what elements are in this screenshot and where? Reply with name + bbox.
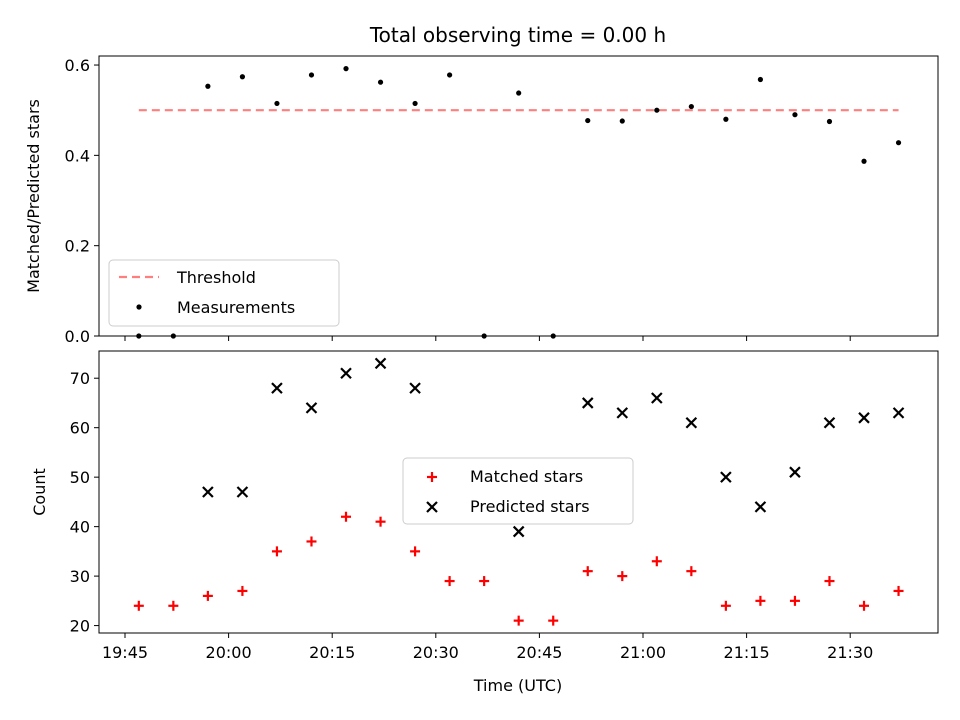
- matched-stars-point: [651, 556, 662, 567]
- predicted-stars-point: [409, 382, 421, 394]
- x-tick-label: 21:00: [620, 643, 666, 662]
- bottom-y-tick-label: 20: [70, 617, 90, 636]
- measurement-point: [688, 103, 694, 110]
- predicted-stars-point: [616, 407, 629, 419]
- legend-threshold-label: Threshold: [176, 268, 256, 287]
- predicted-stars-point: [236, 486, 249, 498]
- matched-stars-point: [341, 511, 352, 522]
- bottom-y-tick-label: 50: [70, 468, 90, 487]
- matched-stars-point: [617, 571, 628, 582]
- predicted-stars-point: [823, 416, 836, 429]
- measurement-point: [826, 118, 833, 125]
- measurement-point: [343, 66, 349, 72]
- top-y-axis-label: Matched/Predicted stars: [24, 99, 43, 293]
- predicted-stars-point: [892, 407, 905, 419]
- matched-stars-point: [548, 615, 559, 626]
- legend-matched-marker: [427, 472, 437, 482]
- measurement-point: [274, 100, 280, 107]
- measurement-point: [308, 72, 315, 78]
- measurement-point: [792, 112, 798, 118]
- matched-stars-point: [789, 595, 800, 606]
- predicted-stars-point: [340, 367, 352, 380]
- predicted-stars-point: [202, 486, 214, 498]
- x-tick-label: 21:30: [827, 643, 873, 662]
- top-legend: Threshold Measurements: [108, 259, 340, 327]
- predicted-stars-point: [305, 402, 318, 414]
- matched-stars-point: [306, 536, 317, 547]
- matched-stars-point: [202, 590, 213, 601]
- matched-stars-point: [720, 600, 731, 611]
- predicted-stars-point: [789, 466, 801, 478]
- chart-title: Total observing time = 0.00 h: [369, 23, 666, 47]
- predicted-stars-point: [271, 382, 283, 394]
- top-y-tick-label: 0.6: [65, 56, 90, 75]
- measurement-point: [205, 83, 211, 89]
- matched-stars-point: [686, 566, 697, 577]
- predicted-stars-point: [374, 357, 387, 370]
- x-tick-label: 20:45: [516, 643, 562, 662]
- bottom-y-tick-label: 40: [70, 518, 90, 537]
- predicted-stars-point: [512, 525, 525, 538]
- matched-stars-point: [271, 546, 282, 557]
- matched-stars-point: [582, 566, 593, 577]
- matched-stars-point: [410, 546, 421, 557]
- legend-predicted-marker: [426, 501, 438, 513]
- measurement-point: [895, 140, 902, 146]
- x-tick-label: 21:15: [724, 643, 770, 662]
- x-tick-label: 19:45: [102, 643, 148, 662]
- legend-matched-label: Matched stars: [470, 467, 583, 486]
- top-y-tick-label: 0.0: [65, 327, 90, 346]
- bottom-y-tick-label: 60: [70, 419, 90, 438]
- legend-predicted-label: Predicted stars: [470, 497, 590, 516]
- top-panel-frame: [98, 55, 939, 337]
- bottom-legend-box: [402, 457, 634, 525]
- matched-stars-point: [168, 600, 179, 611]
- matched-stars-point: [755, 595, 766, 606]
- predicted-stars-point: [754, 501, 767, 513]
- bottom-y-axis-label: Count: [30, 468, 49, 516]
- measurement-point: [447, 72, 453, 78]
- matched-stars-point: [479, 576, 490, 587]
- measurement-point: [239, 74, 246, 80]
- measurement-point: [861, 158, 867, 164]
- predicted-stars-point: [685, 416, 698, 429]
- legend-measurements-label: Measurements: [177, 298, 295, 317]
- top-panel: 0.0 0.2 0.4 0.6 Matched/Predicted stars Thr…: [24, 55, 939, 346]
- legend-measurements-marker: [136, 304, 142, 310]
- x-tick-label: 20:15: [309, 643, 355, 662]
- measurement-point: [585, 117, 591, 124]
- matched-stars-point: [375, 516, 386, 527]
- matched-stars-point: [133, 600, 144, 611]
- measurement-point: [757, 76, 764, 83]
- matched-stars-point: [859, 600, 870, 611]
- measurement-point: [516, 90, 522, 96]
- measurement-point: [654, 107, 660, 113]
- predicted-stars-point: [581, 397, 594, 409]
- top-y-tick-label: 0.4: [65, 146, 90, 165]
- measurement-point: [377, 79, 384, 85]
- x-tick-label: 20:30: [413, 643, 459, 662]
- measurement-point: [619, 118, 625, 124]
- bottom-legend: Matched stars Predicted stars: [402, 457, 634, 525]
- predicted-stars-point: [720, 471, 732, 483]
- bottom-panel: 20 30 40 50 60 70 19:45 20:00 20:15 20:30 20:45 21:…: [30, 350, 939, 695]
- measurement-point: [723, 116, 729, 122]
- matched-stars-point: [513, 615, 524, 626]
- matched-stars-point: [824, 576, 835, 587]
- measurement-point: [412, 100, 418, 107]
- predicted-stars-point: [651, 392, 663, 404]
- matched-stars-point: [444, 576, 455, 587]
- bottom-y-tick-label: 70: [70, 369, 90, 388]
- predicted-stars-point: [858, 412, 870, 424]
- x-axis-label: Time (UTC): [473, 676, 562, 695]
- matched-stars-point: [237, 585, 248, 596]
- bottom-y-tick-label: 30: [70, 567, 90, 586]
- top-legend-box: [108, 259, 340, 327]
- top-y-tick-label: 0.2: [65, 237, 90, 256]
- bottom-panel-frame: [98, 350, 939, 634]
- x-tick-label: 20:00: [206, 643, 252, 662]
- matched-stars-point: [893, 585, 904, 596]
